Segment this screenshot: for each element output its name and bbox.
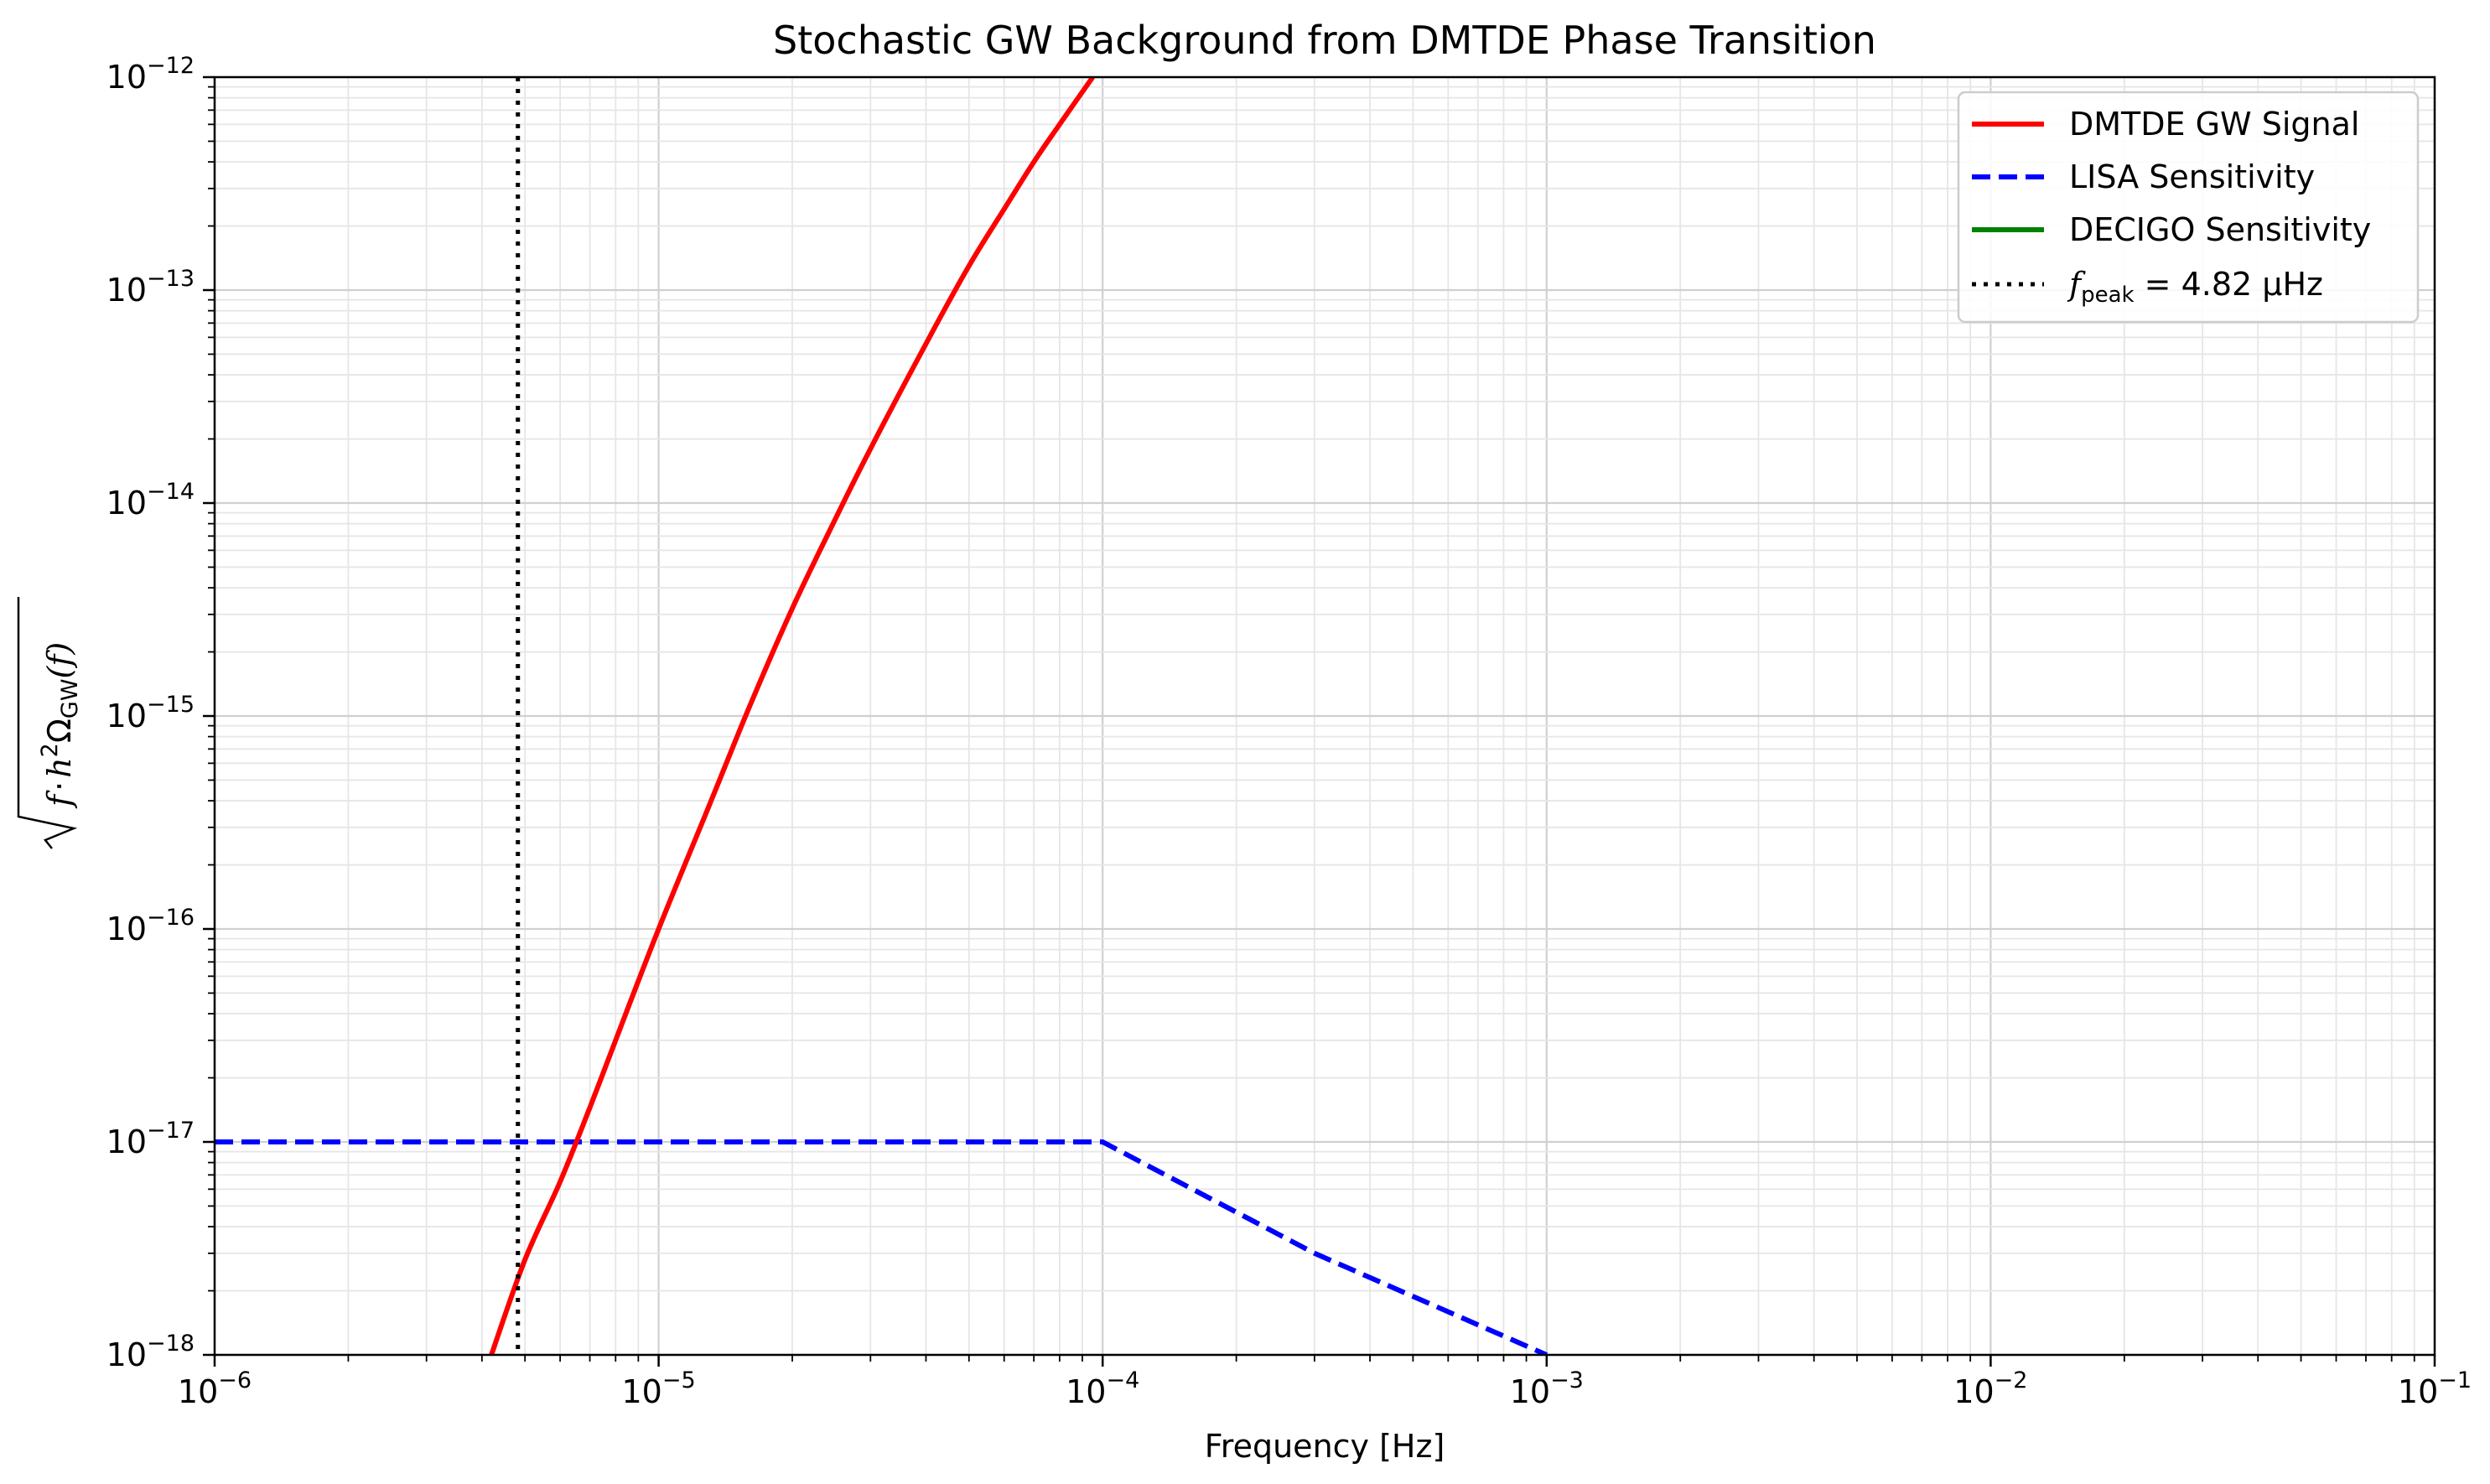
legend-frame: [1957, 91, 2420, 324]
chart-title: Stochastic GW Background from DMTDE Phas…: [773, 18, 1876, 63]
y-tick-labels: 10−18 10−17 10−16 10−15 10−14 10−13 10−1…: [106, 53, 195, 1373]
y-tick-label: 10−15: [106, 692, 195, 734]
series-line-lisa-sensitivity: [215, 1139, 1548, 1355]
legend-label-decigo: DECIGO Sensitivity: [2069, 211, 2371, 248]
y-tick-label: 10−12: [106, 53, 195, 96]
x-tick-label: 10−1: [2398, 1367, 2472, 1410]
y-tick-label: 10−18: [106, 1331, 195, 1373]
y-tick-label: 10−14: [106, 479, 195, 521]
y-tick-label: 10−16: [106, 905, 195, 947]
y-tick-label: 10−17: [106, 1118, 195, 1160]
legend: DMTDE GW Signal LISA Sensitivity DECIGO …: [1957, 91, 2420, 324]
x-tick-label: 10−2: [1953, 1367, 2027, 1410]
legend-label-peak: fpeak = 4.82 μHz: [2067, 266, 2323, 308]
ticks: [203, 75, 2436, 1367]
series-line-dmtde-gw-signal: [489, 77, 1095, 1355]
x-tick-label: 10−4: [1066, 1367, 1139, 1410]
x-tick-label: 10−6: [178, 1367, 252, 1410]
x-tick-label: 10−3: [1510, 1367, 1584, 1410]
x-tick-label: 10−5: [622, 1367, 696, 1410]
legend-label-lisa: LISA Sensitivity: [2069, 158, 2315, 195]
sqrt-symbol: [17, 597, 78, 849]
x-tick-labels: 10−6 10−5 10−4 10−3 10−2 10−1: [178, 1367, 2472, 1410]
y-axis-title: f·h2ΩGW(f): [17, 597, 83, 849]
y-tick-label: 10−13: [106, 266, 195, 309]
legend-label-dmtde: DMTDE GW Signal: [2069, 106, 2359, 143]
x-axis-title: Frequency [Hz]: [1205, 1428, 1445, 1465]
y-axis-label-text: f·h2ΩGW(f): [37, 642, 83, 809]
series-layer: [215, 77, 1548, 1355]
